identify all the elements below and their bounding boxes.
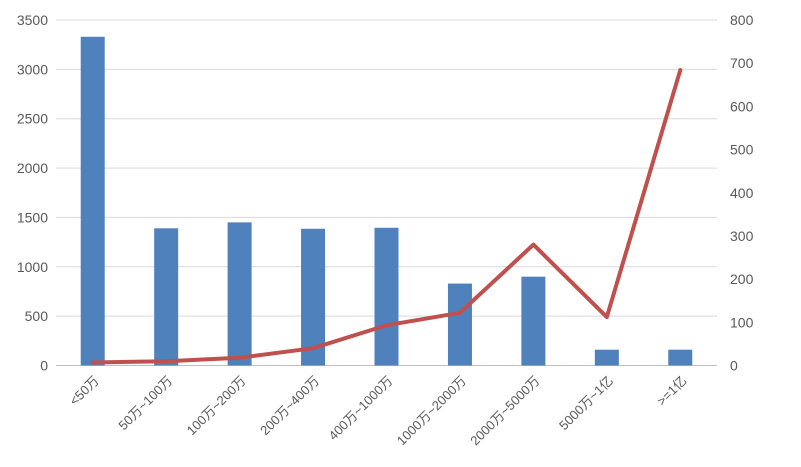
right-axis-tick-label: 0 xyxy=(730,358,738,374)
line-series xyxy=(90,68,683,365)
right-axis-tick-label: 700 xyxy=(730,55,754,71)
left-axis-tick-label: 1500 xyxy=(17,209,48,225)
left-axis-tick-label: 3500 xyxy=(17,12,48,28)
bar-8 xyxy=(668,349,693,366)
right-axis-tick-label: 500 xyxy=(730,142,754,158)
right-axis-tick-label: 800 xyxy=(730,12,754,28)
bar-2 xyxy=(227,222,252,366)
right-axis-tick-label: 400 xyxy=(730,185,754,201)
bar-6 xyxy=(521,276,546,366)
bar-0 xyxy=(80,36,105,366)
bar-4 xyxy=(374,227,399,366)
left-axis-tick-label: 2000 xyxy=(17,160,48,176)
left-axis-tick-label: 2500 xyxy=(17,111,48,127)
left-axis-tick-label: 1000 xyxy=(17,259,48,275)
bar-7 xyxy=(594,349,619,366)
bar-5 xyxy=(447,283,472,366)
right-axis-tick-label: 200 xyxy=(730,271,754,287)
right-axis-tick-label: 100 xyxy=(730,314,754,330)
bar-3 xyxy=(301,228,326,366)
left-axis-tick-label: 500 xyxy=(25,308,49,324)
left-axis-tick-label: 3000 xyxy=(17,61,48,77)
left-axis-tick-label: 0 xyxy=(40,358,48,374)
bar-1 xyxy=(154,228,179,366)
right-axis-tick-label: 600 xyxy=(730,98,754,114)
right-axis-tick-label: 300 xyxy=(730,228,754,244)
